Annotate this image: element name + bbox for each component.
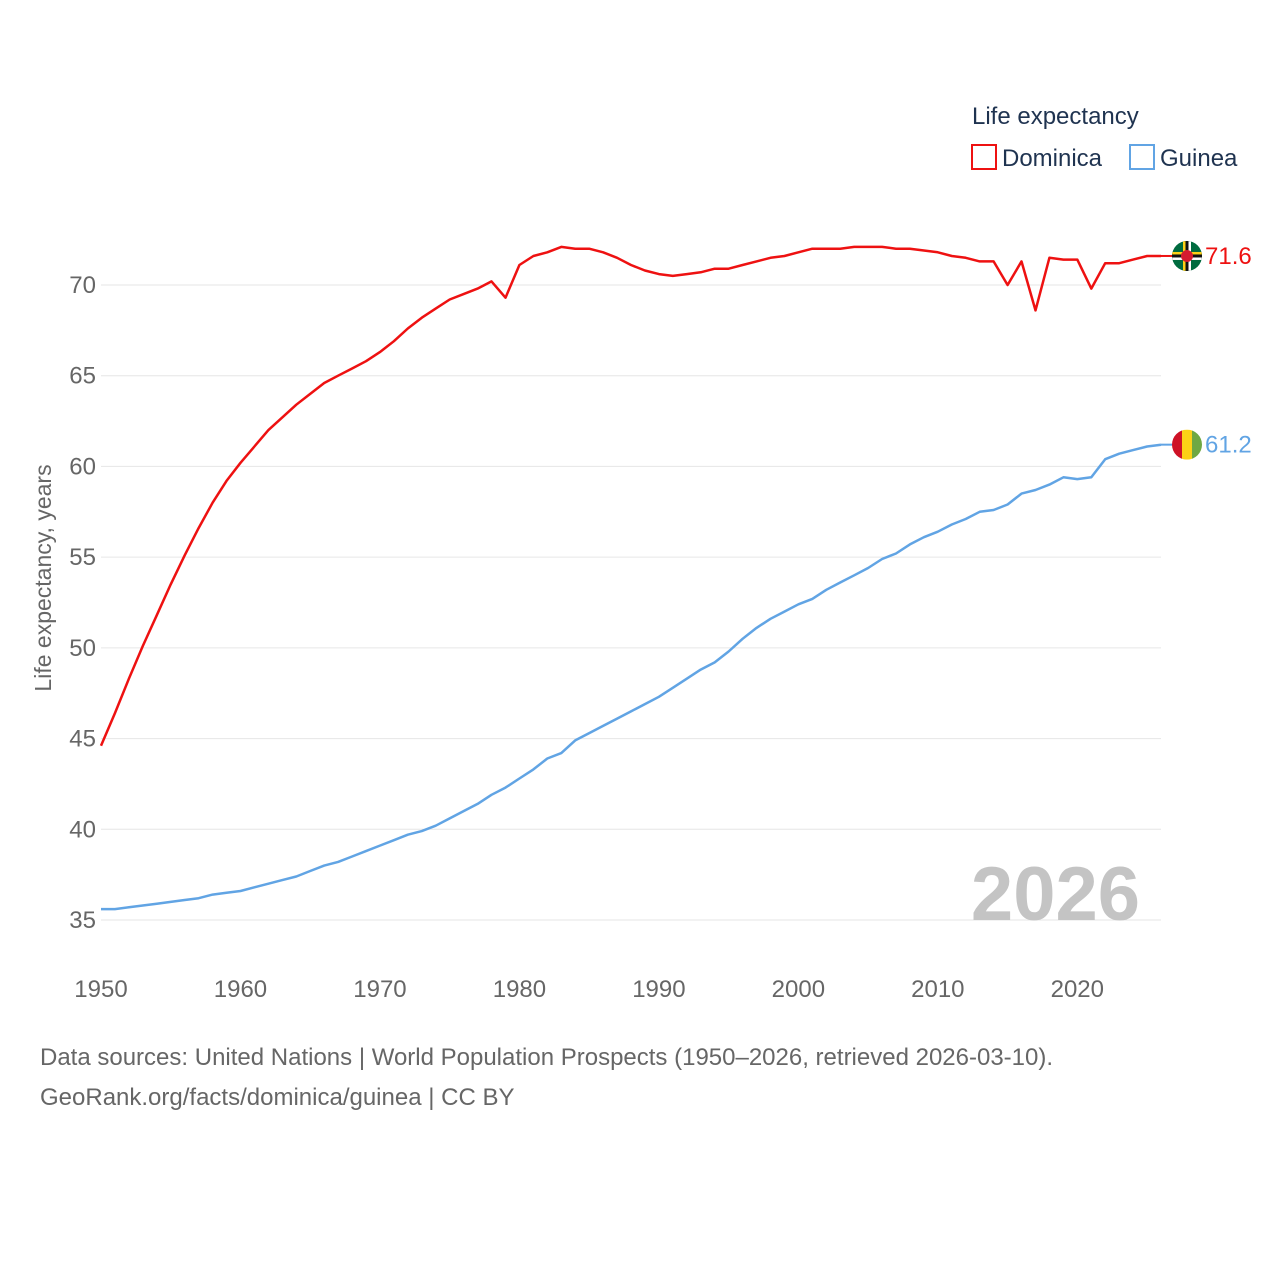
legend-label: Dominica bbox=[1002, 145, 1103, 172]
legend-swatch bbox=[971, 144, 997, 170]
legend-label: Guinea bbox=[1160, 145, 1238, 172]
y-axis-ticks: 35 40 45 50 55 60 65 70 bbox=[69, 272, 96, 934]
y-tick-label: 70 bbox=[69, 272, 96, 299]
x-tick-label: 1960 bbox=[214, 976, 267, 1003]
y-tick-label: 50 bbox=[69, 635, 96, 662]
end-value-label: 61.2 bbox=[1205, 432, 1252, 459]
x-axis-ticks: 1950 1960 1970 1980 1990 2000 2010 2020 bbox=[74, 976, 1104, 1003]
legend: Life expectancy Dominica Guinea bbox=[971, 103, 1238, 172]
x-tick-label: 2020 bbox=[1051, 976, 1104, 1003]
series-lines bbox=[99, 245, 1162, 911]
end-markers: 71.6 61.2 bbox=[1161, 240, 1252, 460]
legend-item-dominica[interactable]: Dominica bbox=[971, 144, 1103, 172]
gridlines bbox=[101, 284, 1161, 921]
x-tick-label: 2000 bbox=[772, 976, 825, 1003]
y-tick-label: 45 bbox=[69, 726, 96, 753]
legend-swatch bbox=[1129, 144, 1155, 170]
y-tick-label: 55 bbox=[69, 544, 96, 571]
series-line-guinea bbox=[101, 443, 1162, 911]
y-tick-label: 65 bbox=[69, 363, 96, 390]
y-axis-title: Life expectancy, years bbox=[30, 464, 56, 691]
dominica-flag-icon bbox=[1172, 240, 1202, 271]
x-tick-label: 1950 bbox=[74, 976, 127, 1003]
end-value-label: 71.6 bbox=[1205, 243, 1252, 270]
data-source-note: Data sources: United Nations | World Pop… bbox=[40, 1044, 1054, 1071]
x-tick-label: 1970 bbox=[353, 976, 406, 1003]
life-expectancy-chart: 35 40 45 50 55 60 65 70 1950 1960 1970 1980 1990 200… bbox=[30, 103, 1252, 1003]
guinea-flag-icon bbox=[1172, 429, 1202, 460]
y-tick-label: 35 bbox=[69, 907, 96, 934]
y-tick-label: 60 bbox=[69, 453, 96, 480]
legend-title: Life expectancy bbox=[972, 103, 1139, 130]
x-tick-label: 1980 bbox=[493, 976, 546, 1003]
x-tick-label: 1990 bbox=[632, 976, 685, 1003]
y-tick-label: 40 bbox=[69, 816, 96, 843]
legend-item-guinea[interactable]: Guinea bbox=[1129, 144, 1238, 172]
series-line-dominica bbox=[99, 245, 1161, 747]
year-watermark: 2026 bbox=[971, 852, 1140, 937]
legend-items: Dominica Guinea bbox=[971, 144, 1238, 172]
x-tick-label: 2010 bbox=[911, 976, 964, 1003]
attribution-link[interactable]: GeoRank.org/facts/dominica/guinea | CC B… bbox=[40, 1084, 515, 1111]
